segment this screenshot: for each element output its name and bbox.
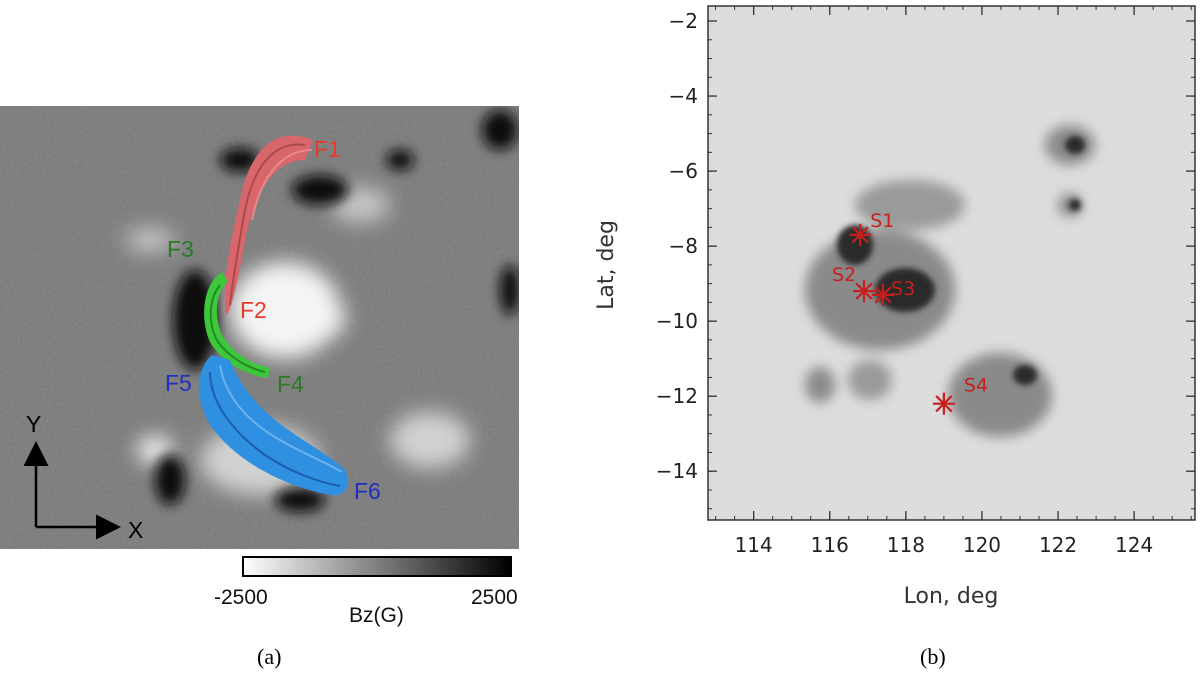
y-tick-label: −10 (656, 309, 698, 333)
flux-rope-red (224, 135, 313, 315)
label-f6: F6 (354, 478, 381, 504)
x-axis-title: Lon, deg (904, 584, 999, 609)
colorbar: -2500 2500 Bz(G) (214, 556, 518, 627)
axis-y-label: Y (26, 411, 41, 437)
spot-marker-s3 (872, 283, 895, 306)
spot-label-s4: S4 (964, 375, 988, 397)
y-axis-title: Lat, deg (594, 220, 619, 310)
colorbar-max-label: 2500 (471, 586, 518, 609)
spot-marker-s1 (849, 223, 872, 246)
spot-markers: S1 S2 S3 S4 (832, 210, 988, 415)
label-f2: F2 (240, 297, 267, 323)
x-tick-label: 118 (887, 533, 925, 557)
x-tick-label: 122 (1039, 533, 1077, 557)
axes-b: 114 116 118 120 122 124 −2 −4 −6 −8 −10 −12 −14 (656, 6, 1195, 557)
spot-marker-s4 (932, 392, 955, 415)
spot-label-s2: S2 (832, 264, 856, 286)
continuum-image (708, 6, 1195, 520)
label-f3: F3 (167, 236, 194, 262)
spot-label-s1: S1 (870, 210, 894, 232)
caption-a: (a) (257, 644, 281, 669)
caption-b: (b) (920, 644, 946, 669)
x-tick-label: 120 (963, 533, 1001, 557)
panel-a: F1 F2 F3 F4 F5 F6 Y X -2500 2500 Bz(G) (… (0, 106, 519, 669)
spot-label-s3: S3 (891, 278, 915, 300)
y-tick-label: −4 (669, 84, 698, 108)
colorbar-min-label: -2500 (214, 586, 268, 609)
flux-rope-green (204, 272, 270, 378)
x-tick-label: 124 (1115, 533, 1153, 557)
colorbar-title: Bz(G) (349, 604, 404, 627)
axis-x-label: X (128, 517, 143, 543)
y-tick-label: −12 (656, 384, 698, 408)
label-f4: F4 (277, 371, 304, 397)
panel-b: 114 116 118 120 122 124 −2 −4 −6 −8 −10 −12 −14 S1 S2… (594, 5, 1196, 669)
plot-frame (707, 5, 1196, 521)
label-f1: F1 (314, 136, 341, 162)
x-tick-label: 116 (811, 533, 849, 557)
flux-rope-blue (198, 355, 348, 496)
xy-axes-indicator: Y X (23, 411, 143, 543)
label-f5: F5 (165, 370, 192, 396)
spot-marker-s2 (852, 280, 875, 303)
y-tick-label: −14 (656, 459, 698, 483)
y-tick-label: −8 (669, 234, 698, 258)
y-tick-label: −2 (669, 9, 698, 33)
y-tick-label: −6 (669, 159, 698, 183)
x-tick-label: 114 (735, 533, 773, 557)
